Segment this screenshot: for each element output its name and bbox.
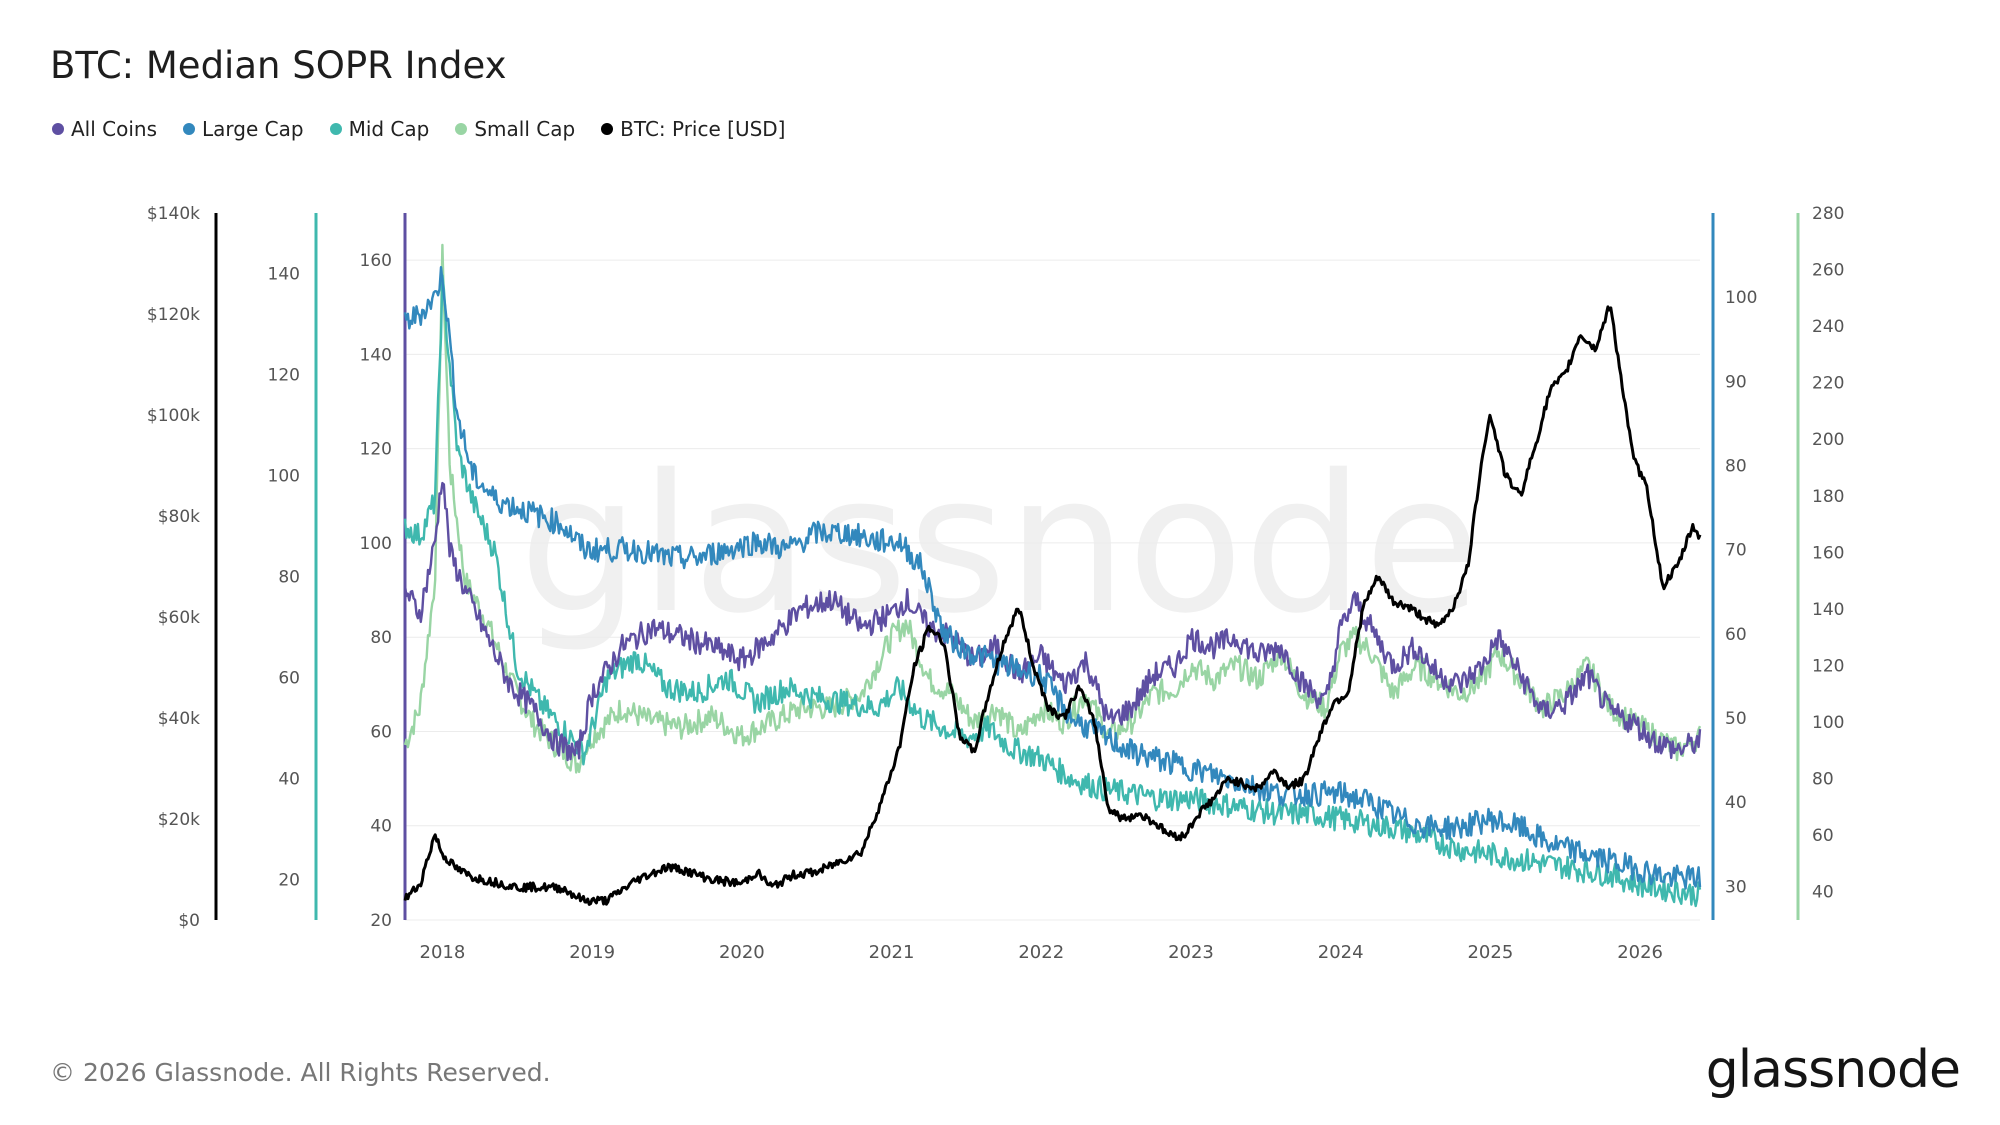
x-tick-label: 2025: [1467, 942, 1513, 963]
legend-label: BTC: Price [USD]: [620, 117, 786, 141]
x-tick-label: 2023: [1168, 942, 1214, 963]
y-tick-label: 160: [1812, 543, 1844, 563]
x-tick-label: 2019: [569, 942, 615, 963]
series-line-large-cap[interactable]: [403, 266, 1702, 890]
series-line-all-coins[interactable]: [403, 481, 1702, 762]
y-tick-label: 120: [1812, 656, 1844, 676]
legend-dot-icon: [52, 123, 64, 135]
x-tick-label: 2026: [1617, 942, 1663, 963]
y-tick-label: 80: [370, 628, 392, 648]
legend-item-mid-cap[interactable]: Mid Cap: [329, 117, 430, 141]
y-tick-label: 180: [1812, 487, 1844, 507]
y-tick-label: 60: [278, 669, 300, 689]
y-tick-label: 40: [278, 770, 300, 790]
series-line-price[interactable]: [403, 305, 1702, 906]
legend-item-small-cap[interactable]: Small Cap: [455, 117, 575, 141]
y-tick-label: 160: [360, 251, 392, 271]
y-tick-label: 40: [1812, 883, 1834, 903]
series-group: [403, 243, 1702, 908]
glassnode-logo: glassnode: [1705, 1040, 1961, 1100]
series-line-small-cap[interactable]: [403, 243, 1702, 774]
y-tick-label: 20: [370, 911, 392, 931]
x-tick-label: 2022: [1018, 942, 1064, 963]
copyright-footer: © 2026 Glassnode. All Rights Reserved.: [50, 1058, 551, 1087]
y-tick-label: 260: [1812, 261, 1844, 281]
y-tick-label: 140: [360, 345, 392, 365]
legend: All Coins Large Cap Mid Cap Small Cap BT…: [52, 117, 785, 141]
y-tick-label: $80k: [158, 507, 200, 527]
y-tick-label: 200: [1812, 430, 1844, 450]
y-tick-label: 20: [278, 871, 300, 891]
y-tick-label: $40k: [158, 709, 200, 729]
y-tick-label: 60: [1725, 625, 1747, 645]
legend-item-large-cap[interactable]: Large Cap: [183, 117, 304, 141]
y-tick-label: 80: [278, 568, 300, 588]
y-tick-label: 50: [1725, 709, 1747, 729]
y-tick-label: 40: [370, 817, 392, 837]
y-tick-label: 80: [1812, 770, 1834, 790]
series-line-mid-cap[interactable]: [403, 274, 1702, 908]
legend-dot-icon: [183, 123, 196, 135]
y-tick-label: 30: [1725, 877, 1747, 897]
x-tick-label: 2020: [719, 942, 765, 963]
y-tick-label: 90: [1725, 372, 1747, 392]
y-tick-label: 60: [370, 722, 392, 742]
legend-item-all-coins[interactable]: All Coins: [52, 117, 157, 141]
x-tick-label: 2021: [869, 942, 915, 963]
y-tick-label: 100: [268, 467, 300, 487]
y-tick-label: 100: [360, 534, 392, 554]
x-tick-label: 2024: [1318, 942, 1364, 963]
y-tick-label: 140: [268, 265, 300, 285]
y-tick-label: 140: [1812, 600, 1844, 620]
chart-title: BTC: Median SOPR Index: [50, 44, 507, 87]
sopr-chart[interactable]: glassnode $0 $20k $40k $60k $80k $100k $120k $1…: [0, 0, 2000, 1010]
y-tick-label: 60: [1812, 826, 1834, 846]
y-tick-label: 100: [1812, 713, 1844, 733]
legend-dot-icon: [455, 123, 468, 135]
legend-dot-icon: [329, 123, 342, 135]
y-tick-label: 120: [360, 440, 392, 460]
y-tick-label: 220: [1812, 374, 1844, 394]
legend-dot-icon: [601, 123, 614, 135]
legend-label: All Coins: [71, 117, 158, 141]
legend-label: Mid Cap: [348, 117, 430, 141]
legend-label: Small Cap: [474, 117, 576, 141]
y-tick-label: $0: [178, 911, 200, 931]
y-tick-label: $120k: [147, 305, 200, 325]
y-tick-label: $20k: [158, 810, 200, 830]
y-tick-label: $140k: [147, 204, 200, 224]
y-tick-label: 100: [1725, 288, 1757, 308]
y-tick-label: $100k: [147, 406, 200, 426]
legend-label: Large Cap: [202, 117, 304, 141]
watermark: glassnode: [519, 434, 1481, 655]
y-tick-label: 280: [1812, 204, 1844, 224]
y-tick-label: $60k: [158, 608, 200, 628]
legend-item-btc-price[interactable]: BTC: Price [USD]: [601, 117, 785, 141]
y-tick-label: 120: [268, 366, 300, 386]
y-tick-label: 40: [1725, 793, 1747, 813]
x-tick-label: 2018: [420, 942, 466, 963]
axes: $0 $20k $40k $60k $80k $100k $120k $140k 20 40 60 8…: [147, 204, 1845, 963]
y-tick-label: 240: [1812, 317, 1844, 337]
y-tick-label: 80: [1725, 457, 1747, 477]
y-tick-label: 70: [1725, 541, 1747, 561]
